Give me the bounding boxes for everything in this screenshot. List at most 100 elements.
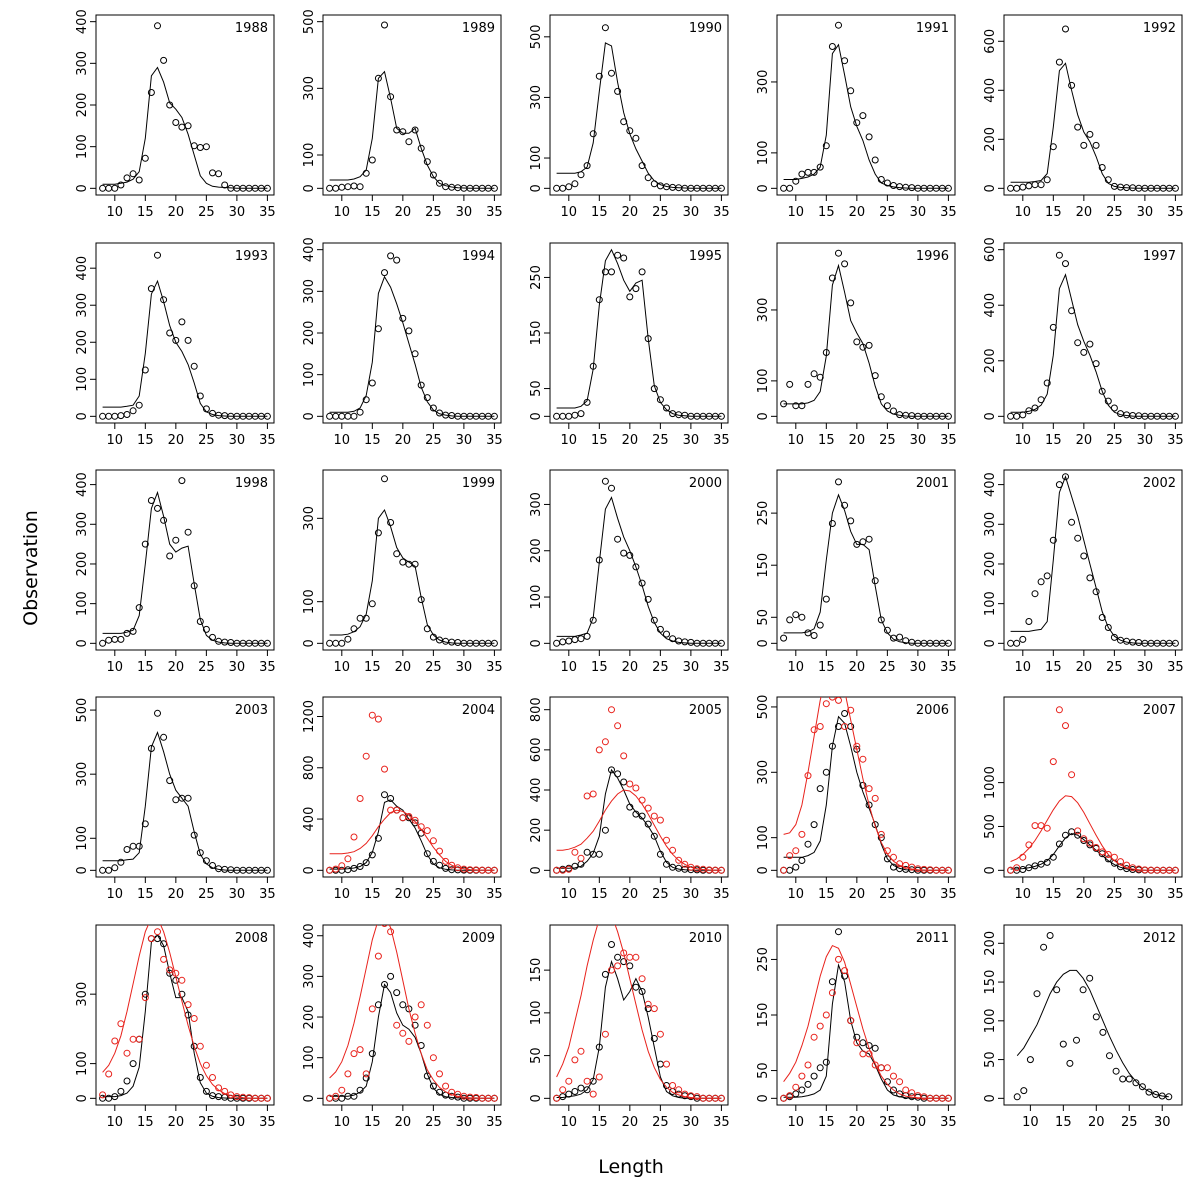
obs-point: [656, 182, 664, 190]
obs-point: [178, 318, 186, 326]
x-tick-label: 25: [652, 887, 669, 902]
obs-point: [656, 816, 664, 824]
fit-line: [556, 789, 722, 871]
x-tick-label: 25: [198, 433, 215, 448]
fit-line: [1010, 795, 1176, 871]
obs-point: [202, 1061, 210, 1069]
obs-point: [172, 536, 180, 544]
y-tick-label: 800: [529, 697, 544, 722]
obs-point: [374, 529, 382, 537]
x-tick-label: 15: [591, 887, 608, 902]
obs-point: [111, 1037, 119, 1045]
obs-point: [601, 24, 609, 32]
obs-point: [263, 1094, 271, 1102]
x-tick-label: 35: [259, 1115, 276, 1130]
series-red: [99, 925, 271, 1102]
x-tick-label: 35: [259, 887, 276, 902]
obs-point: [1123, 861, 1131, 869]
obs-point: [332, 184, 340, 192]
obs-point: [1119, 1075, 1127, 1083]
obs-point: [1080, 835, 1088, 843]
year-label: 1991: [916, 21, 949, 36]
obs-point: [1007, 866, 1015, 874]
obs-point: [129, 627, 137, 635]
x-tick-label: 20: [849, 433, 866, 448]
obs-point: [577, 1084, 585, 1092]
obs-point: [423, 827, 431, 835]
obs-point: [490, 639, 498, 647]
obs-point: [105, 1094, 113, 1102]
obs-point: [221, 181, 229, 189]
obs-point: [1086, 839, 1094, 847]
x-tick-label: 35: [259, 205, 276, 220]
obs-point: [583, 632, 591, 640]
obs-point: [717, 866, 725, 874]
obs-point: [1037, 860, 1045, 868]
obs-point: [350, 864, 358, 872]
y-tick-label: 100: [302, 1045, 317, 1070]
obs-point: [332, 639, 340, 647]
x-tick-label: 30: [683, 1115, 700, 1130]
x-tick-label: 25: [652, 433, 669, 448]
obs-point: [883, 847, 891, 855]
obs-point: [656, 1060, 664, 1068]
obs-point: [822, 700, 830, 708]
x-tick-label: 25: [198, 660, 215, 675]
obs-point: [1043, 379, 1051, 387]
year-label: 2012: [1143, 931, 1176, 946]
obs-point: [908, 1089, 916, 1097]
obs-point: [859, 1039, 867, 1047]
obs-point: [209, 169, 216, 177]
y-tick-label: 100: [75, 134, 90, 159]
obs-point: [841, 501, 849, 509]
x-tick-label: 25: [198, 1115, 215, 1130]
obs-point: [865, 801, 873, 809]
fit-line: [1010, 62, 1176, 189]
obs-point: [135, 1035, 143, 1043]
obs-point: [853, 1039, 861, 1047]
obs-point: [675, 1086, 683, 1094]
obs-point: [675, 856, 683, 864]
obs-point: [780, 866, 788, 874]
obs-point: [129, 1035, 137, 1043]
obs-point: [1110, 633, 1118, 641]
obs-point: [448, 861, 456, 869]
y-tick-label: 300: [302, 76, 317, 101]
obs-point: [190, 1015, 198, 1022]
x-tick-label: 25: [652, 1115, 669, 1130]
x-tick-label: 15: [1055, 1115, 1072, 1130]
obs-point: [1013, 184, 1021, 192]
x-tick-label: 25: [879, 1115, 896, 1130]
obs-point: [877, 616, 885, 624]
obs-point: [626, 551, 634, 559]
obs-point: [859, 755, 867, 763]
obs-point: [828, 989, 836, 997]
obs-point: [786, 616, 794, 624]
obs-point: [798, 830, 806, 838]
series-black: [326, 475, 498, 647]
obs-point: [1165, 1093, 1173, 1101]
obs-point: [338, 1094, 346, 1102]
obs-point: [387, 928, 395, 936]
x-tick-label: 20: [395, 433, 412, 448]
obs-point: [393, 1021, 401, 1029]
x-tick-label: 25: [425, 887, 442, 902]
x-tick-label: 15: [818, 887, 835, 902]
obs-point: [614, 722, 622, 730]
x-tick-label: 10: [561, 433, 578, 448]
obs-point: [595, 746, 603, 754]
y-tick-label: 500: [756, 695, 771, 720]
obs-point: [381, 765, 388, 773]
obs-point: [804, 380, 812, 388]
y-tick-label: 500: [75, 698, 90, 723]
y-tick-label: 50: [756, 1062, 771, 1079]
obs-point: [387, 972, 395, 980]
obs-point: [620, 752, 628, 760]
x-tick-label: 10: [1015, 205, 1032, 220]
x-tick-label: 30: [1137, 205, 1154, 220]
y-tick-label: 100: [75, 826, 90, 851]
obs-point: [362, 169, 370, 177]
x-tick-label: 20: [395, 1115, 412, 1130]
obs-point: [571, 1088, 579, 1095]
obs-point: [614, 770, 622, 778]
